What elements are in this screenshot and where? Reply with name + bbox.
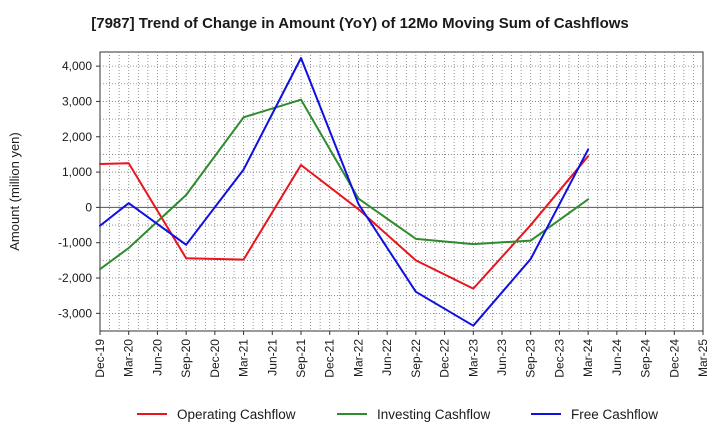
legend-label: Investing Cashflow bbox=[377, 407, 491, 422]
y-tick-label: 4,000 bbox=[62, 59, 92, 73]
series bbox=[99, 57, 590, 327]
series-line-investing-cashflow bbox=[99, 98, 590, 271]
x-tick-label: Sep-21 bbox=[294, 339, 308, 378]
x-tick-label: Dec-20 bbox=[208, 339, 222, 378]
grid bbox=[99, 51, 704, 332]
x-tick-label: Jun-23 bbox=[495, 339, 509, 376]
x-tick-label: Jun-20 bbox=[150, 339, 164, 376]
y-tick-label: 0 bbox=[85, 200, 92, 214]
chart-title: [7987] Trend of Change in Amount (YoY) o… bbox=[91, 15, 629, 32]
x-tick-label: Sep-22 bbox=[409, 339, 423, 378]
x-tick-label: Jun-24 bbox=[610, 339, 624, 376]
x-tick-label: Dec-24 bbox=[667, 339, 681, 378]
x-tick-label: Sep-24 bbox=[639, 339, 653, 378]
y-axis-title: Amount (million yen) bbox=[7, 132, 22, 251]
legend-label: Operating Cashflow bbox=[177, 407, 296, 422]
y-tick-label: 2,000 bbox=[62, 130, 92, 144]
x-tick-label: Mar-23 bbox=[466, 339, 480, 377]
x-tick-label: Mar-20 bbox=[122, 339, 136, 377]
x-tick-label: Dec-22 bbox=[438, 339, 452, 378]
x-tick-label: Dec-21 bbox=[323, 339, 337, 378]
x-tick-label: Mar-24 bbox=[581, 339, 595, 377]
x-tick-label: Sep-23 bbox=[524, 339, 538, 378]
plot-area bbox=[99, 51, 704, 332]
legend-label: Free Cashflow bbox=[571, 407, 658, 422]
series-line-operating-cashflow bbox=[99, 155, 590, 290]
y-tick-label: 1,000 bbox=[62, 165, 92, 179]
y-tick-label: 3,000 bbox=[62, 94, 92, 108]
y-tick-label: -2,000 bbox=[58, 271, 92, 285]
x-tick-label: Mar-22 bbox=[351, 339, 365, 377]
x-tick-label: Dec-19 bbox=[93, 339, 107, 378]
x-tick-label: Mar-25 bbox=[696, 339, 710, 377]
series-line-free-cashflow bbox=[99, 57, 590, 327]
x-tick-label: Jun-21 bbox=[265, 339, 279, 376]
x-tick-label: Mar-21 bbox=[237, 339, 251, 377]
legend: Operating Cashflow Investing Cashflow Free… bbox=[137, 407, 658, 422]
y-tick-label: -1,000 bbox=[58, 236, 92, 250]
axes: 4,000 3,000 2,000 1,000 0 -1,000 -2,000 -3,000 D… bbox=[7, 59, 710, 378]
x-tick-label: Sep-20 bbox=[179, 339, 193, 378]
x-tick-label: Dec-23 bbox=[552, 339, 566, 378]
y-tick-label: -3,000 bbox=[58, 306, 92, 320]
x-tick-label: Jun-22 bbox=[380, 339, 394, 376]
